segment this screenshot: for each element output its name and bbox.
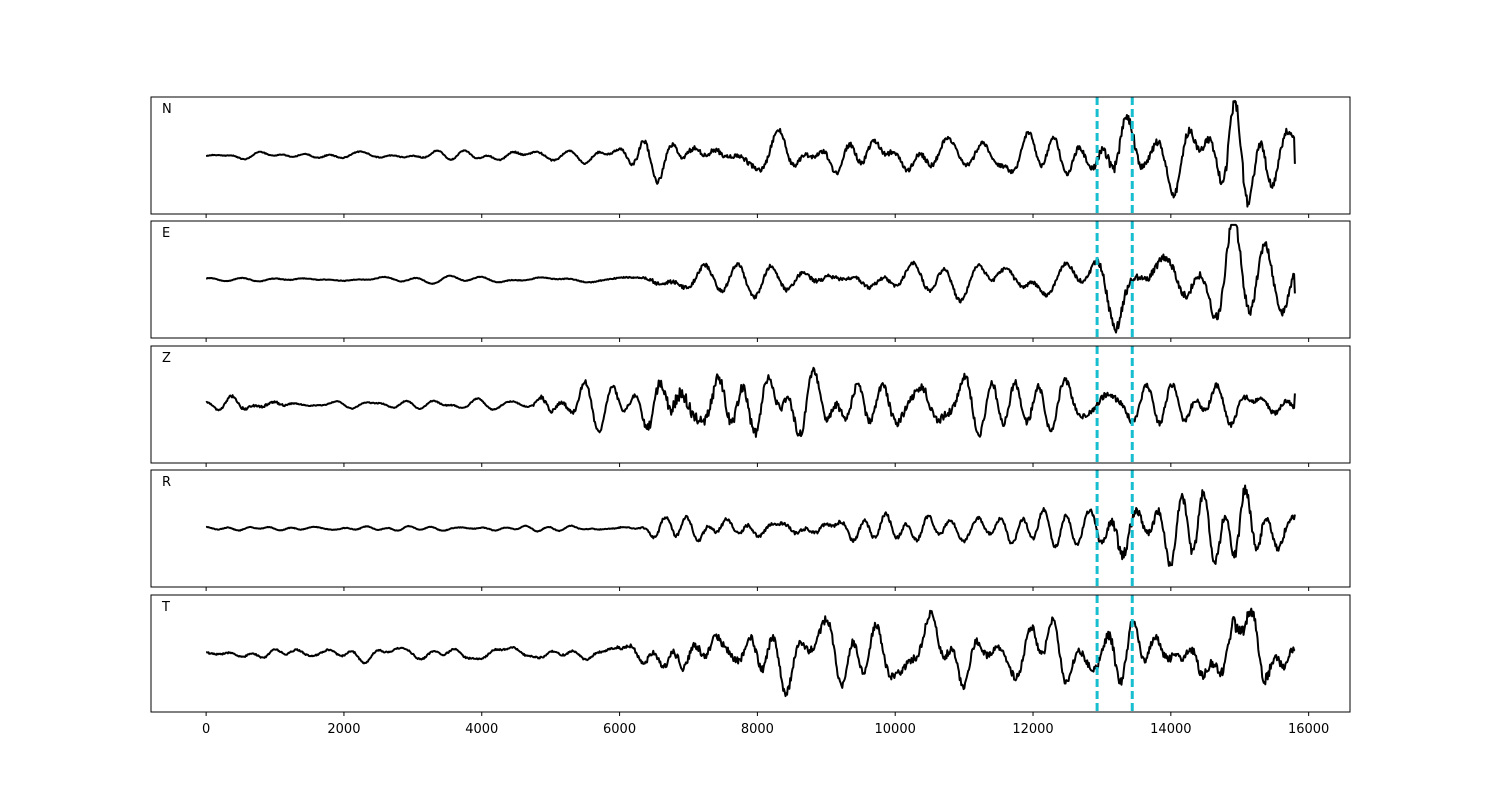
x-axis: 0 2000 4000 6000 8000 10000 12000 14000 16000	[202, 722, 1329, 737]
waveform-e	[205, 223, 1296, 334]
panel-frame	[150, 220, 1351, 339]
panel-r: R	[150, 469, 1351, 591]
panels-group: N E Z R T	[150, 96, 1351, 716]
x-tick-label: 12000	[1012, 722, 1053, 737]
panel-n: N	[150, 96, 1351, 218]
x-tick-label: 14000	[1150, 722, 1191, 737]
x-tick-label: 10000	[875, 722, 916, 737]
channel-label: E	[162, 226, 170, 241]
channel-label: R	[162, 475, 171, 490]
x-tick-label: 0	[202, 722, 210, 737]
x-tick-label: 8000	[741, 722, 774, 737]
panel-z: Z	[150, 345, 1351, 467]
panel-frame	[150, 345, 1351, 464]
panel-e: E	[150, 220, 1351, 342]
waveform-t	[205, 607, 1296, 698]
x-tick-label: 16000	[1288, 722, 1329, 737]
waveform-r	[205, 484, 1296, 567]
panel-t: T	[150, 594, 1351, 716]
waveform-n	[205, 99, 1296, 208]
panel-frame	[150, 96, 1351, 215]
x-tick-label: 6000	[603, 722, 636, 737]
channel-label: Z	[162, 351, 171, 366]
channel-label: T	[161, 600, 170, 615]
panel-frame	[150, 469, 1351, 588]
channel-label: N	[162, 102, 172, 117]
x-tick-label: 4000	[465, 722, 498, 737]
waveform-z	[205, 366, 1296, 438]
panel-frame	[150, 594, 1351, 713]
x-tick-label: 2000	[327, 722, 360, 737]
